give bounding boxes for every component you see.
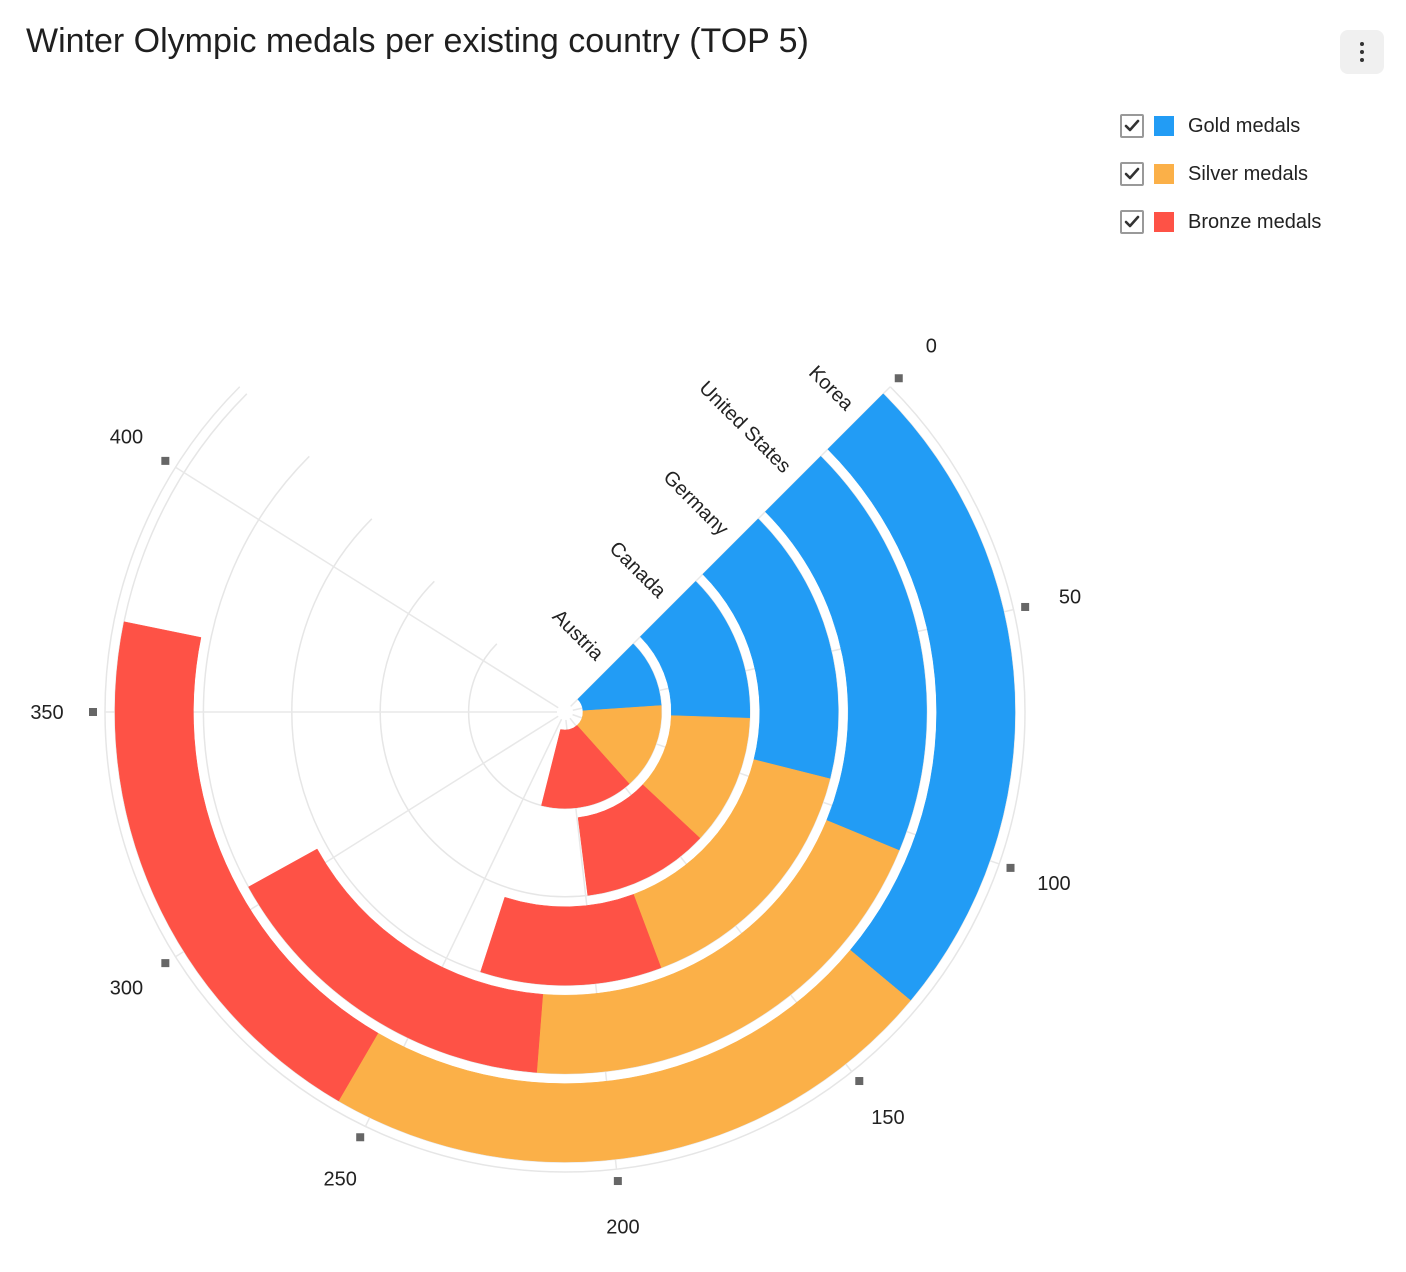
angle-tick-label: 250 (324, 1169, 357, 1191)
legend-label-bronze: Bronze medals (1188, 210, 1322, 233)
legend-item-silver[interactable]: Silver medals (1120, 158, 1321, 190)
angle-tick-label: 150 (871, 1107, 904, 1129)
tick-mark (613, 1177, 622, 1186)
legend-checkbox-silver[interactable] (1120, 162, 1144, 186)
tick-mark (1006, 863, 1015, 872)
legend-swatch-silver (1154, 164, 1174, 184)
bar-austria-silver-medals[interactable] (576, 705, 662, 785)
checkmark-icon (1124, 215, 1140, 228)
category-label-canada: Canada (605, 537, 671, 603)
legend-item-gold[interactable]: Gold medals (1120, 110, 1321, 142)
tick-mark (894, 374, 903, 383)
category-label-germany: Germany (659, 466, 733, 540)
checkmark-icon (1124, 119, 1140, 132)
category-label-korea: Korea (804, 362, 858, 416)
chart-menu-button[interactable] (1340, 30, 1384, 74)
tick-mark (161, 959, 170, 968)
legend-checkbox-bronze[interactable] (1120, 210, 1144, 234)
legend: Gold medals Silver medals Bronze medals (1120, 110, 1321, 254)
angle-tick-label: 200 (606, 1217, 639, 1239)
legend-label-silver: Silver medals (1188, 162, 1309, 185)
bar-austria-gold-medals[interactable] (577, 643, 662, 712)
bar-korea-gold-medals[interactable] (827, 393, 1016, 1001)
angle-tick-label: 0 (926, 336, 937, 358)
tick-mark (1021, 602, 1030, 611)
vertical-ellipsis-icon (1360, 42, 1364, 62)
category-label-austria: Austria (548, 606, 608, 666)
angle-axis: 0 50 100 150 200 250 300 350 400 (30, 336, 1081, 1239)
category-label-united-states: United States (695, 377, 795, 477)
angle-tick-label: 400 (110, 426, 143, 448)
grid-outer-ring (104, 386, 1026, 1173)
bar-austria-bronze-medals[interactable] (541, 725, 630, 809)
bar-korea-bronze-medals[interactable] (114, 621, 379, 1102)
bar-canada-bronze-medals[interactable] (577, 784, 701, 896)
checkmark-icon (1124, 167, 1140, 180)
tick-mark (161, 456, 170, 465)
grid-spoke (175, 466, 559, 709)
legend-swatch-gold (1154, 116, 1174, 136)
bar-korea-silver-medals[interactable] (338, 949, 911, 1163)
legend-checkbox-gold[interactable] (1120, 114, 1144, 138)
angle-tick-label: 100 (1037, 873, 1070, 895)
bars-layer (114, 393, 1016, 1163)
angle-tick-label: 350 (30, 702, 63, 724)
bar-united-states-bronze-medals[interactable] (248, 848, 544, 1073)
tick-mark (89, 708, 97, 716)
legend-item-bronze[interactable]: Bronze medals (1120, 206, 1321, 238)
chart-title: Winter Olympic medals per existing count… (26, 22, 809, 60)
tick-mark (855, 1077, 864, 1086)
tick-mark (356, 1133, 365, 1142)
legend-swatch-bronze (1154, 212, 1174, 232)
angle-tick-label: 50 (1059, 587, 1081, 609)
legend-label-gold: Gold medals (1188, 114, 1301, 137)
bar-germany-bronze-medals[interactable] (480, 894, 662, 986)
angle-tick-label: 300 (110, 978, 143, 1000)
